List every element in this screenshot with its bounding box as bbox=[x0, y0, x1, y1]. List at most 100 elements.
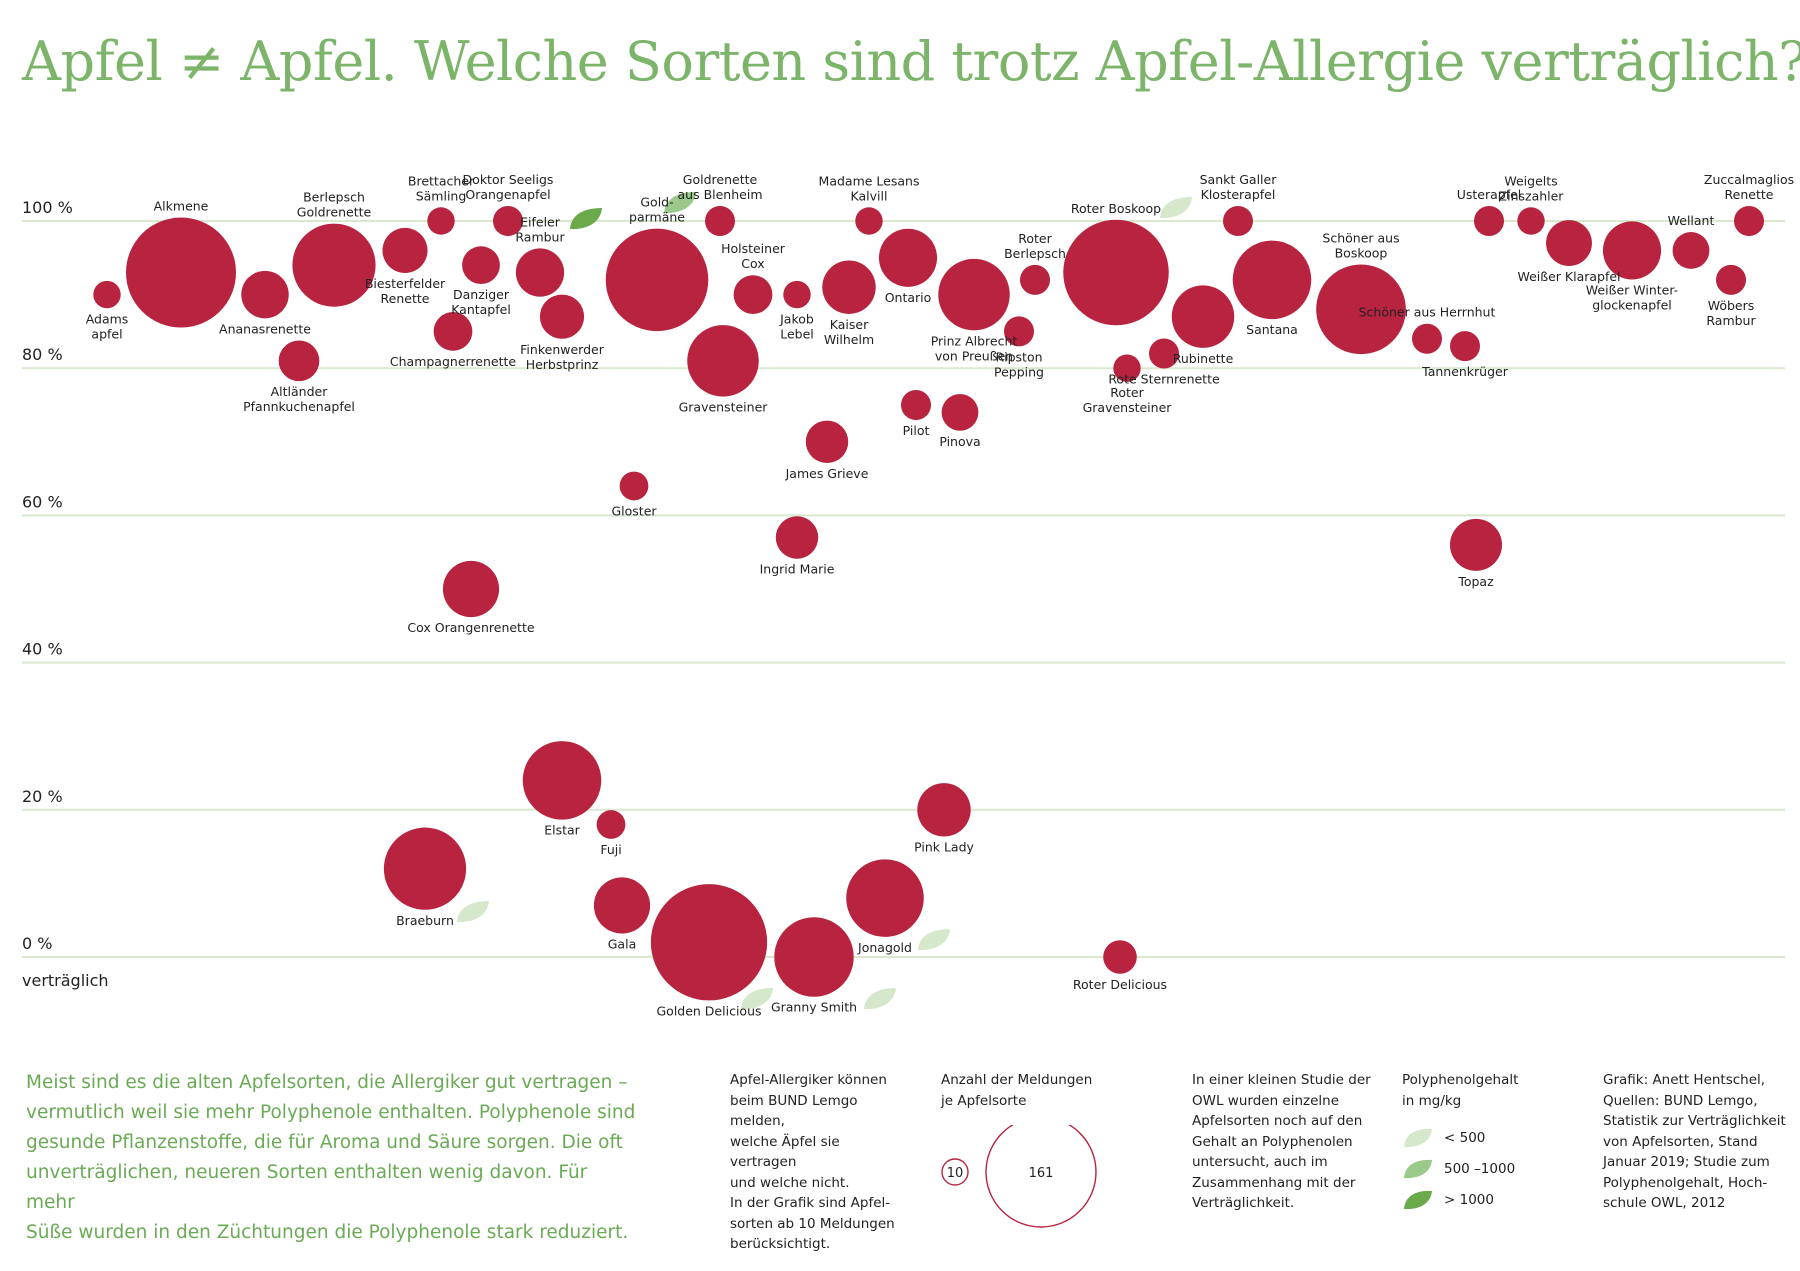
bubble bbox=[846, 859, 924, 937]
bubble-label: Alkmene bbox=[154, 199, 209, 214]
bubble bbox=[1411, 323, 1443, 354]
bubble-label: Prinz Albrecht von Preußen bbox=[931, 333, 1018, 363]
bubble bbox=[126, 217, 236, 328]
bubble-label: Pinova bbox=[939, 434, 980, 449]
y-axis-ticks: 0 % 20 % 40 % 60 % 80 % 100 % bbox=[22, 198, 73, 953]
bubble-label: Rubinette bbox=[1173, 351, 1234, 366]
bubble bbox=[1148, 338, 1180, 369]
bubble-label: Ingrid Marie bbox=[760, 562, 835, 577]
bubble bbox=[1473, 205, 1505, 237]
bubble-chart: 0 % 20 % 40 % 60 % 80 % 100 % verträglich Ada… bbox=[22, 172, 1794, 1018]
note-line: und welche nicht. bbox=[730, 1174, 850, 1191]
bubble bbox=[442, 560, 500, 618]
bubble-label: Gloster bbox=[611, 503, 657, 518]
leaf-low-icon bbox=[1160, 197, 1192, 219]
bubble bbox=[383, 827, 467, 910]
bubble bbox=[733, 275, 773, 314]
bubble-label: Madame Lesans Kalvill bbox=[819, 173, 920, 203]
bubble-label: Roter Boskoop bbox=[1071, 201, 1161, 216]
bubble bbox=[783, 280, 811, 309]
bubble bbox=[1222, 205, 1254, 237]
bubble bbox=[900, 389, 932, 421]
bund-note: Apfel-Allergiker können beim BUND Lemgo … bbox=[730, 1070, 910, 1255]
bubble bbox=[93, 280, 121, 309]
bubble-label: Doktor Seeligs Orangenapfel bbox=[463, 172, 554, 202]
bubble bbox=[1113, 354, 1141, 382]
poly-legend-heading: Polyphenolgehalt in mg/kg bbox=[1402, 1070, 1552, 1111]
bubble-label: Pilot bbox=[903, 423, 930, 438]
bubble-label: Roter Gravensteiner bbox=[1083, 385, 1173, 415]
credits: Grafik: Anett Hentschel, Quellen: BUND L… bbox=[1603, 1070, 1798, 1214]
bubble bbox=[1733, 205, 1765, 237]
bubble bbox=[687, 325, 759, 397]
bubble-label: Zuccalmaglios Renette bbox=[1704, 172, 1794, 202]
bubble bbox=[941, 393, 979, 431]
note-line: Zusammenhang mit der bbox=[1192, 1174, 1356, 1191]
bubble bbox=[427, 207, 455, 235]
size-legend-large-circle bbox=[985, 1125, 1097, 1228]
leaf-mid-icon bbox=[1404, 1159, 1432, 1179]
size-legend: 10 161 bbox=[941, 1125, 1097, 1228]
note-line: berücksichtigt. bbox=[730, 1236, 831, 1252]
size-legend-small-circle bbox=[941, 1158, 969, 1186]
bubble bbox=[1517, 207, 1545, 235]
y-tick-label: 80 % bbox=[22, 345, 63, 364]
intro-line: Süße wurden in den Züchtungen die Polyph… bbox=[26, 1222, 629, 1243]
credits-line: von Apfelsorten, Stand bbox=[1603, 1133, 1758, 1150]
bubble bbox=[855, 207, 883, 235]
size-legend-heading-line: je Apfelsorte bbox=[941, 1092, 1027, 1109]
credits-line: Statistik zur Verträglichkeit bbox=[1603, 1113, 1786, 1129]
note-line: Apfelsorten noch auf den bbox=[1192, 1113, 1363, 1129]
bubble-label: Biesterfelder Renette bbox=[365, 276, 446, 306]
size-legend-heading-line: Anzahl der Meldungen bbox=[941, 1072, 1093, 1088]
bubble-label: Topaz bbox=[1457, 574, 1494, 589]
bubble-label: Tannenkrüger bbox=[1421, 364, 1509, 379]
bubble bbox=[1063, 219, 1169, 326]
bubble bbox=[878, 228, 938, 287]
bubble-label: Champagnerrenette bbox=[390, 354, 517, 369]
y-tick-label: 0 % bbox=[22, 934, 52, 953]
bubble-label: Usterapfel bbox=[1457, 187, 1522, 202]
bubble-label: Goldrenette aus Blenheim bbox=[678, 172, 763, 202]
bubble bbox=[1546, 220, 1592, 267]
intro-line: Meist sind es die alten Apfelsorten, die… bbox=[26, 1072, 628, 1093]
note-line: welche Äpfel sie vertragen bbox=[730, 1133, 840, 1171]
bubble bbox=[1171, 285, 1235, 348]
bubble bbox=[1449, 331, 1481, 362]
bubble bbox=[917, 783, 971, 837]
bubble bbox=[938, 258, 1010, 331]
intro-text: Meist sind es die alten Apfelsorten, die… bbox=[26, 1068, 636, 1248]
bubble bbox=[539, 294, 585, 339]
bubble bbox=[433, 312, 473, 351]
bubble bbox=[704, 205, 736, 237]
leaf-mid-icon bbox=[664, 192, 696, 214]
poly-legend-item-mid: 500 –1000 bbox=[1402, 1158, 1515, 1180]
bubble-label: Ontario bbox=[885, 290, 932, 305]
leaf-low-icon bbox=[741, 988, 773, 1010]
bubble bbox=[822, 260, 876, 314]
bubble-label: Cox Orangenrenette bbox=[407, 620, 534, 635]
bubble-label: Jakob Lebel bbox=[779, 311, 814, 341]
credits-line: Quellen: BUND Lemgo, bbox=[1603, 1092, 1758, 1109]
note-line: sorten ab 10 Meldungen bbox=[730, 1215, 895, 1232]
bubble-label: Golden Delicious bbox=[656, 1003, 761, 1018]
bubble bbox=[1103, 940, 1137, 974]
intro-line: unverträglichen, neueren Sorten enthalte… bbox=[26, 1162, 588, 1213]
bubble bbox=[805, 420, 849, 464]
bubble-label: Ananasrenette bbox=[219, 321, 311, 336]
intro-line: gesunde Pflanzenstoffe, die für Aroma un… bbox=[26, 1132, 623, 1153]
bubble-label: Wöbers Rambur bbox=[1706, 298, 1756, 328]
bubble-label: Schöner aus Boskoop bbox=[1322, 230, 1399, 260]
leaf-low-icon bbox=[918, 929, 950, 951]
bubble bbox=[1316, 264, 1406, 355]
note-line: Apfel-Allergiker können bbox=[730, 1072, 887, 1088]
poly-legend-heading-line: Polyphenolgehalt bbox=[1402, 1072, 1519, 1088]
note-line: OWL wurden einzelne bbox=[1192, 1092, 1340, 1109]
leaf-low-icon bbox=[1404, 1128, 1432, 1148]
bubble bbox=[605, 228, 709, 332]
note-line: Verträglichkeit. bbox=[1192, 1195, 1295, 1211]
bubble bbox=[775, 516, 819, 559]
bubble bbox=[382, 227, 428, 273]
bubble-label: Sankt Galler Klosterapfel bbox=[1200, 172, 1278, 202]
bubble-labels: Adams apfel Alkmene Ananasrenette Altländer P… bbox=[86, 172, 1794, 1018]
